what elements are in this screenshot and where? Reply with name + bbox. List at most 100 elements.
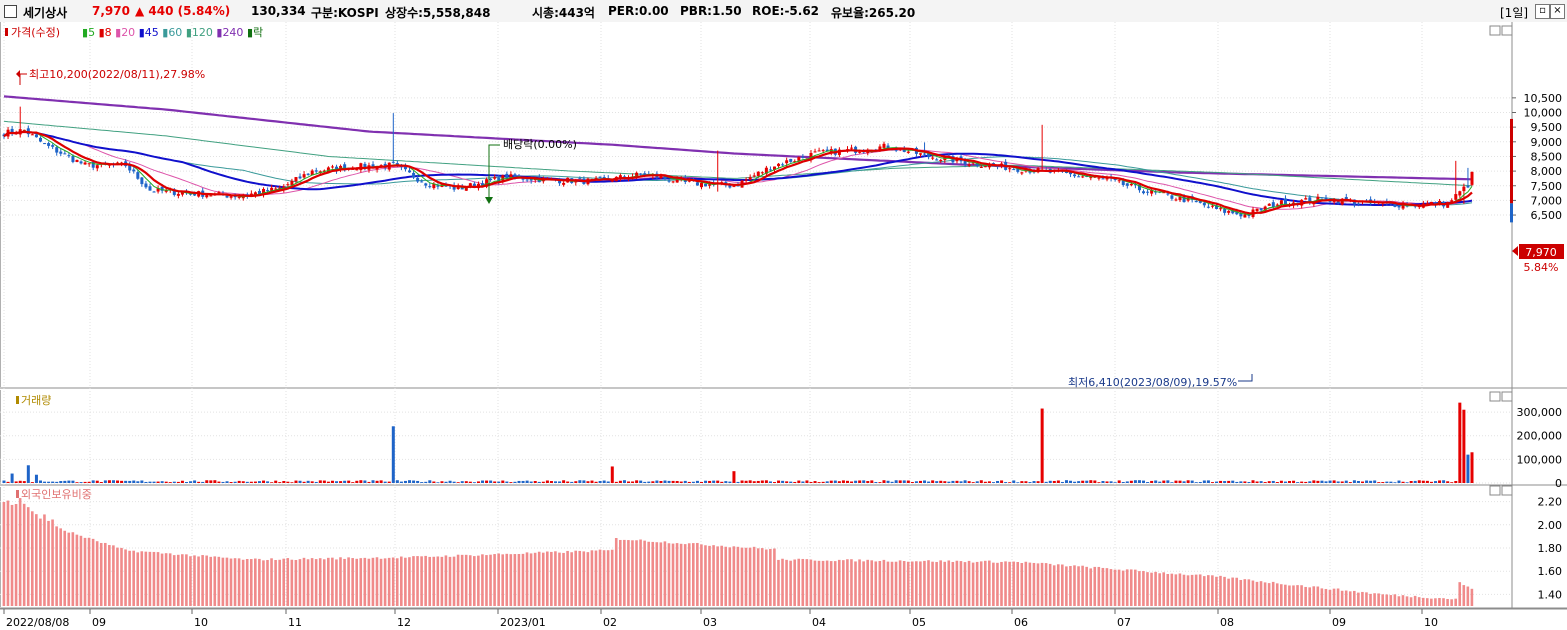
foreign-ratio-bar (651, 541, 655, 606)
volume-bar (744, 480, 748, 483)
volume-bar (870, 480, 874, 483)
candle-body (777, 163, 781, 167)
foreign-ratio-bar (1462, 585, 1466, 606)
volume-bar (1101, 480, 1105, 483)
volume-bar (939, 480, 943, 483)
volume-bar (1438, 480, 1442, 483)
volume-bar (481, 480, 485, 483)
candle-body (10, 128, 14, 134)
volume-bar (1105, 481, 1109, 483)
foreign-ratio-bar (708, 545, 711, 606)
volume-bar (1154, 480, 1158, 483)
volume-bar (614, 481, 618, 483)
volume-bar (1239, 481, 1243, 483)
volume-bar (598, 480, 602, 483)
foreign-ratio-bar (18, 498, 22, 606)
volume-bar (201, 481, 205, 483)
volume-bar (586, 481, 590, 483)
foreign-ratio-bar (63, 530, 67, 606)
volume-bar (866, 481, 870, 483)
volume-bars (2, 402, 1474, 483)
candle-body (395, 163, 399, 165)
volume-bar (391, 426, 395, 483)
volume-bar (704, 480, 708, 483)
candle-body (1166, 193, 1170, 195)
volume-bar (1328, 480, 1332, 483)
foreign-ratio-bar (181, 554, 184, 606)
volume-bar (639, 480, 643, 483)
volume-bar (801, 481, 805, 483)
foreign-ratio-bar (1275, 583, 1279, 606)
foreign-ratio-bar (156, 552, 160, 606)
foreign-ratio-bar (1065, 566, 1068, 606)
foreign-ratio-bar (505, 553, 509, 606)
foreign-ratio-bar (91, 538, 95, 606)
low-annotation: 최저6,410(2023/08/09),19.57% (1068, 374, 1253, 389)
volume-bar (476, 481, 480, 483)
volume-bar (257, 481, 261, 483)
volume-bar (618, 480, 622, 483)
candle-body (525, 179, 529, 181)
volume-bar (943, 481, 947, 483)
foreign-ratio-bar (59, 528, 62, 606)
volume-bar (1316, 480, 1320, 483)
volume-bar (10, 473, 14, 483)
foreign-axis-tick: 1.40 (1538, 588, 1563, 601)
volume-bar (1417, 480, 1421, 483)
volume-bar (371, 480, 375, 483)
volume-bar (26, 465, 30, 483)
foreign-ratio-bar (1421, 597, 1425, 606)
volume-bar (1442, 480, 1446, 483)
close-icon[interactable]: × (1550, 4, 1565, 19)
foreign-ratio-bar (509, 554, 513, 606)
ma8-line (3, 130, 1473, 215)
volume-bar (51, 481, 55, 483)
candle-body (578, 178, 582, 180)
foreign-ratio-bar (416, 556, 419, 606)
x-axis-tick: 04 (812, 616, 826, 629)
foreign-ratio-bar (639, 539, 642, 606)
price-range-bar (1510, 118, 1513, 204)
x-axis-tick: 03 (703, 616, 717, 629)
foreign-ratio-bar (452, 556, 456, 606)
volume-bar (18, 480, 22, 483)
foreign-ratio-bar (22, 503, 26, 606)
candle-body (598, 176, 602, 178)
foreign-ratio-bar (1280, 584, 1283, 606)
volume-bar (951, 480, 955, 483)
volume-bar (1113, 482, 1117, 483)
foreign-ratio-bar (473, 556, 476, 606)
volume-bar (890, 481, 894, 483)
volume-bar (1401, 481, 1405, 483)
foreign-ratio-bar (1357, 592, 1360, 606)
candle-body (1142, 191, 1146, 194)
volume-bar (1069, 480, 1073, 483)
restore-icon[interactable]: ▫ (1535, 4, 1550, 19)
volume-bar (318, 480, 322, 483)
period-selector[interactable]: [1일] (1500, 6, 1529, 20)
candle-body (278, 187, 282, 189)
candle-body (1016, 167, 1020, 172)
candle-body (1093, 176, 1097, 178)
foreign-ratio-bar (1008, 561, 1011, 606)
candle-body (180, 192, 184, 195)
foreign-ratio-bar (1413, 595, 1417, 606)
foreign-ratio-bar (306, 559, 310, 606)
panel-controls[interactable] (1489, 25, 1513, 496)
ex-legend-marker: ▮ (247, 26, 253, 39)
foreign-ratio-bar (55, 526, 58, 606)
foreign-ratio-bar (562, 552, 565, 606)
price-axis-tick: 8,500 (1531, 150, 1563, 163)
candle-body (1255, 208, 1259, 212)
candle-body (306, 173, 310, 175)
select-checkbox[interactable] (4, 5, 17, 18)
volume-bar (1446, 481, 1450, 483)
foreign-ratio-bar (432, 556, 436, 606)
volume-bar (111, 480, 115, 483)
foreign-ratio-bar (294, 559, 298, 606)
foreign-ratio-bar (935, 561, 938, 606)
foreign-ratio-bar (598, 549, 602, 606)
volume-bar (756, 480, 760, 483)
foreign-ratio-bar (400, 556, 403, 606)
